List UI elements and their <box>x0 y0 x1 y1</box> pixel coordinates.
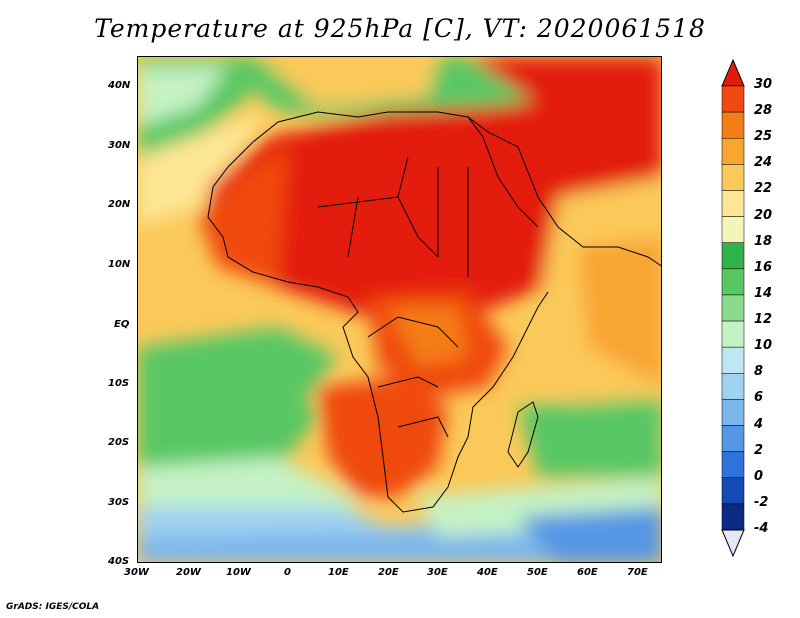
lon-label: 20W <box>176 567 201 578</box>
colorbar-label: 12 <box>754 312 773 328</box>
colorbar-box <box>721 216 745 243</box>
lat-label: 10S <box>108 378 130 389</box>
lon-label: 10W <box>226 567 251 578</box>
colorbar-box <box>721 320 745 348</box>
colorbar-box <box>721 503 745 531</box>
colorbar-label: 20 <box>754 207 773 223</box>
lat-label: 30S <box>108 497 130 508</box>
colorbar-label: 10 <box>754 338 773 354</box>
colorbar-label: 14 <box>754 285 773 301</box>
colorbar-top-arrow <box>721 58 745 87</box>
colorbar-label: 25 <box>754 129 773 145</box>
colorbar-label: 6 <box>754 390 764 406</box>
lat-label: 40N <box>108 80 131 91</box>
colorbar-bottom-arrow <box>721 529 745 558</box>
temperature-field <box>138 57 661 562</box>
colorbar-label: 18 <box>754 233 773 249</box>
lon-label: 30E <box>427 567 448 578</box>
lat-label: EQ <box>114 319 130 330</box>
colorbar-box <box>721 164 745 191</box>
colorbar-label: 22 <box>754 181 773 197</box>
colorbar-box <box>721 425 745 452</box>
lat-label: 20N <box>108 199 131 210</box>
colorbar-box <box>721 111 745 139</box>
lon-label: 70E <box>627 567 648 578</box>
lon-label: 20E <box>378 567 399 578</box>
colorbar-label: 0 <box>754 468 764 484</box>
lon-label: 40E <box>477 567 498 578</box>
colorbar-label: 8 <box>754 364 764 380</box>
lon-label: 0 <box>284 567 291 578</box>
colorbar-label: 24 <box>754 155 773 171</box>
lat-label: 40S <box>108 556 130 567</box>
colorbar-label: 4 <box>754 416 764 432</box>
colorbar-box <box>721 190 745 217</box>
colorbar-label: 28 <box>754 103 773 119</box>
lon-label: 50E <box>527 567 548 578</box>
colorbar-box <box>721 399 745 426</box>
colorbar-box <box>721 268 745 296</box>
colorbar-box <box>721 242 745 270</box>
lat-label: 20S <box>108 437 130 448</box>
colorbar-label: -2 <box>754 494 769 510</box>
colorbar-label: -4 <box>754 521 769 536</box>
colorbar-label: 2 <box>754 442 764 458</box>
coastlines <box>207 111 661 513</box>
colorbar-label: 30 <box>754 77 773 92</box>
colorbar-box <box>721 451 745 479</box>
colorbar-box <box>721 137 745 165</box>
lon-label: 60E <box>577 567 598 578</box>
lat-label: 30N <box>108 140 131 151</box>
chart-title: Temperature at 925hPa [C], VT: 202006151… <box>94 14 706 43</box>
temperature-map <box>138 57 661 562</box>
colorbar-box <box>721 85 745 113</box>
colorbar <box>721 58 745 558</box>
lat-label: 10N <box>108 259 131 270</box>
lon-label: 10E <box>328 567 349 578</box>
map-panel <box>137 56 662 563</box>
colorbar-box <box>721 373 745 400</box>
credit-text: GrADS: IGES/COLA <box>6 602 100 612</box>
lon-label: 30W <box>124 567 149 578</box>
colorbar-box <box>721 477 745 505</box>
colorbar-label: 16 <box>754 259 773 275</box>
colorbar-box <box>721 294 745 322</box>
colorbar-box <box>721 346 745 374</box>
